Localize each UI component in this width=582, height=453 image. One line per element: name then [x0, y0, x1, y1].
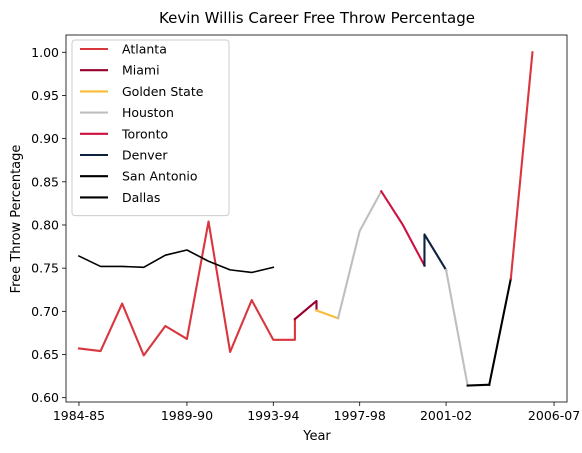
plot-frame	[65, 34, 568, 403]
y-tick-label: 0.95	[31, 88, 59, 103]
x-axis-title: Year	[302, 429, 331, 444]
y-tick-label: 0.80	[31, 217, 59, 232]
y-tick-label: 0.70	[31, 304, 59, 319]
series-line-4	[379, 189, 426, 267]
series-line-3	[336, 189, 383, 320]
legend-label: Golden State	[122, 84, 204, 99]
chart-title: Kevin Willis Career Free Throw Percentag…	[159, 9, 475, 27]
x-tick-label: 1993-94	[247, 408, 299, 423]
x-tick-label: 1997-98	[334, 408, 386, 423]
x-tick-label: 2006-07	[528, 408, 580, 423]
legend-label: Houston	[122, 105, 174, 120]
y-tick-label: 0.75	[31, 261, 59, 276]
y-axis-title: Free Throw Percentage	[9, 145, 24, 294]
y-tick-label: 0.65	[31, 347, 59, 362]
legend-label: Miami	[122, 63, 160, 78]
legend-box	[71, 39, 230, 217]
legend-label: Denver	[122, 148, 168, 163]
y-tick-label: 1.00	[31, 45, 59, 60]
series-line-1	[293, 299, 318, 321]
series-line-8	[488, 277, 513, 386]
legend-label: Atlanta	[122, 42, 167, 57]
series-line-0	[77, 220, 296, 357]
series-line-7	[466, 383, 491, 387]
series-line-9	[509, 51, 534, 280]
legend-label: Toronto	[121, 126, 168, 141]
y-axis: 0.60 0.65 0.70 0.75 0.80 0.85 0.90 0.95 1.00	[31, 45, 66, 405]
y-tick-label: 0.60	[31, 390, 59, 405]
legend-label: San Antonio	[122, 169, 198, 184]
x-tick-label: 1984-85	[53, 408, 105, 423]
y-tick-label: 0.85	[31, 174, 59, 189]
x-axis: 1984-85 1989-90 1993-94 1997-98 2001-02 2006-…	[53, 402, 580, 423]
series-line-10	[77, 249, 275, 274]
series-layer	[77, 51, 534, 387]
x-tick-label: 1989-90	[161, 408, 213, 423]
x-tick-label: 2001-02	[420, 408, 472, 423]
series-line-5	[423, 233, 448, 272]
legend-label: Dallas	[122, 190, 160, 205]
series-line-6	[444, 268, 469, 387]
series-line-2	[315, 309, 340, 320]
legend: Atlanta Miami Golden State Houston Toronto De…	[71, 39, 230, 217]
y-tick-label: 0.90	[31, 131, 59, 146]
